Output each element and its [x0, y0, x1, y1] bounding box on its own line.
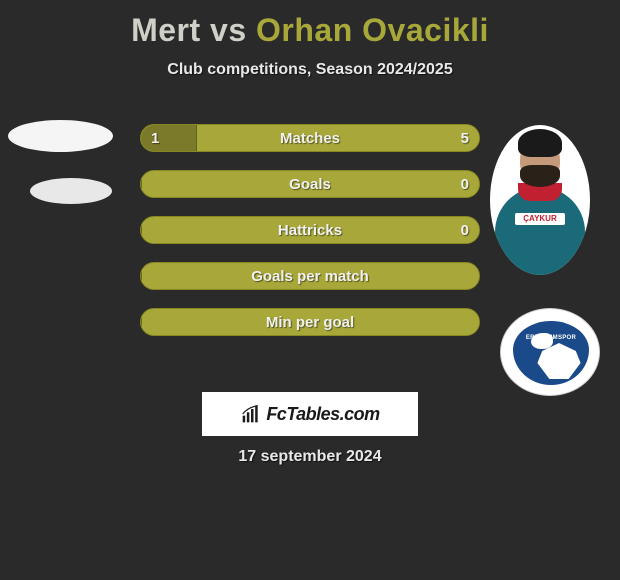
stats-bars: 1 Matches 5 Goals 0 Hattricks 0 Goals pe…: [140, 124, 480, 354]
stat-label: Hattricks: [141, 217, 479, 243]
player2-club-badge: ERZURUMSPOR: [500, 308, 600, 396]
brand-box: FcTables.com: [202, 392, 418, 436]
eagle-head-icon: [531, 333, 553, 349]
jersey-sponsor: ÇAYKUR: [515, 213, 565, 225]
stat-row-matches: 1 Matches 5: [140, 124, 480, 152]
comparison-title: Mert vs Orhan Ovacikli: [0, 0, 620, 49]
subtitle: Club competitions, Season 2024/2025: [0, 61, 620, 79]
player-hair: [518, 129, 562, 157]
stat-label: Goals: [141, 171, 479, 197]
player2-photo: ÇAYKUR: [490, 125, 590, 275]
stat-label: Matches: [141, 125, 479, 151]
stat-right-value: 0: [461, 217, 469, 243]
stat-row-goals: Goals 0: [140, 170, 480, 198]
stat-right-value: 0: [461, 171, 469, 197]
stat-right-value: 5: [461, 125, 469, 151]
stat-row-goals-per-match: Goals per match: [140, 262, 480, 290]
stat-label: Goals per match: [141, 263, 479, 289]
player2-name: Orhan Ovacikli: [256, 12, 489, 48]
player1-club-placeholder: [30, 178, 112, 204]
player1-name: Mert: [131, 12, 201, 48]
player-beard: [520, 165, 560, 187]
stat-row-hattricks: Hattricks 0: [140, 216, 480, 244]
stat-label: Min per goal: [141, 309, 479, 335]
stat-row-min-per-goal: Min per goal: [140, 308, 480, 336]
vs-label: vs: [210, 12, 247, 48]
player1-avatar-placeholder: [8, 120, 113, 152]
brand-logo-icon: [240, 404, 262, 424]
date-label: 17 september 2024: [0, 448, 620, 466]
badge-shield: ERZURUMSPOR: [513, 321, 589, 385]
brand-text: FcTables.com: [266, 404, 379, 425]
